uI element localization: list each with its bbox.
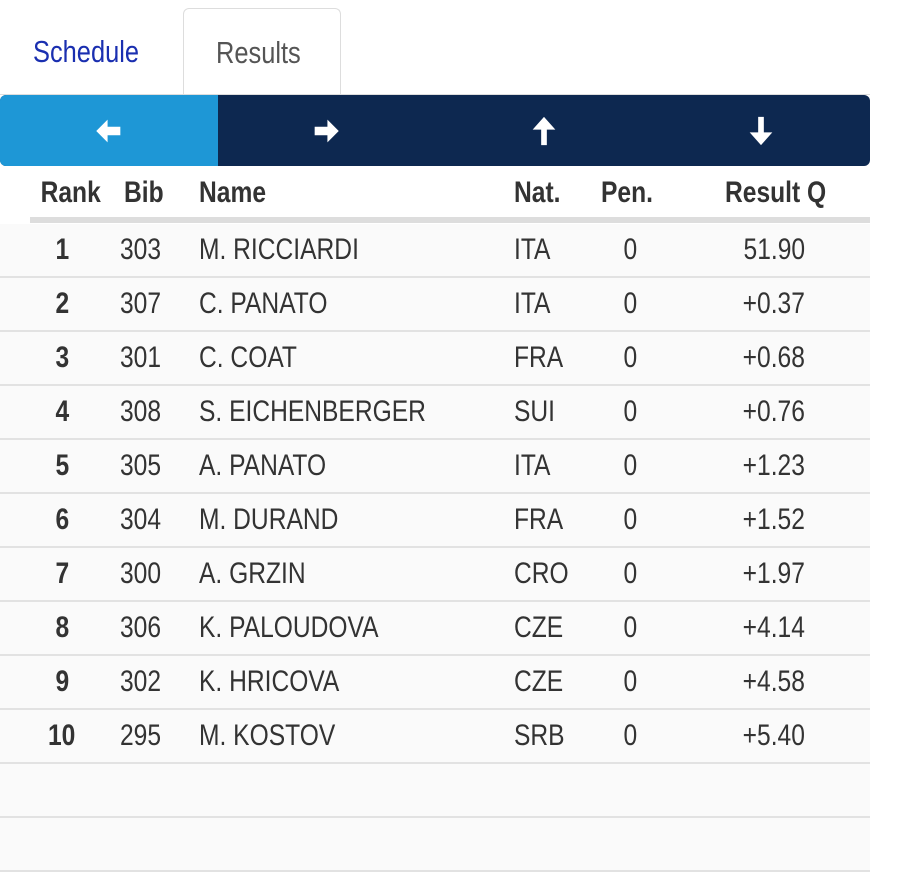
cell-result: +0.76 bbox=[742, 395, 805, 428]
cell-bib: 307 bbox=[120, 287, 162, 320]
table-row: 3 301 C. COAT FRA 0 +0.68 bbox=[0, 332, 870, 386]
cell-result: +0.37 bbox=[742, 287, 805, 320]
cell-rank: 4 bbox=[55, 395, 69, 428]
header-nat[interactable]: Nat. bbox=[514, 176, 561, 209]
cell-rank: 7 bbox=[55, 557, 69, 590]
cell-name: K. HRICOVA bbox=[199, 665, 340, 698]
table-row: 7 300 A. GRZIN CRO 0 +1.97 bbox=[0, 548, 870, 602]
cell-nat: ITA bbox=[514, 233, 551, 266]
cell-bib: 306 bbox=[120, 611, 162, 644]
cell-name: M. RICCIARDI bbox=[199, 233, 359, 266]
header-rule bbox=[30, 217, 870, 223]
cell-pen: 0 bbox=[623, 557, 637, 590]
cell-result: +1.23 bbox=[742, 449, 805, 482]
cell-result: 51.90 bbox=[743, 233, 805, 266]
empty-row bbox=[0, 818, 870, 872]
tab-label: Schedule bbox=[33, 34, 140, 69]
table-row: 10 295 M. KOSTOV SRB 0 +5.40 bbox=[0, 710, 870, 764]
arrow-right-icon bbox=[314, 119, 339, 142]
cell-name: K. PALOUDOVA bbox=[199, 611, 379, 644]
cell-rank: 10 bbox=[48, 719, 76, 752]
cell-nat: CZE bbox=[514, 665, 564, 698]
cell-name: C. PANATO bbox=[199, 287, 328, 320]
cell-bib: 308 bbox=[120, 395, 162, 428]
cell-name: S. EICHENBERGER bbox=[199, 395, 426, 428]
cell-bib: 303 bbox=[120, 233, 162, 266]
scroll-down-button[interactable] bbox=[653, 95, 871, 166]
cell-rank: 1 bbox=[55, 233, 69, 266]
cell-nat: ITA bbox=[514, 449, 551, 482]
cell-nat: CZE bbox=[514, 611, 564, 644]
cell-pen: 0 bbox=[623, 341, 637, 374]
cell-result: +1.52 bbox=[742, 503, 805, 536]
cell-pen: 0 bbox=[623, 719, 637, 752]
cell-bib: 295 bbox=[120, 719, 162, 752]
navigation-bar bbox=[0, 95, 870, 166]
next-button[interactable] bbox=[218, 95, 436, 166]
cell-bib: 305 bbox=[120, 449, 162, 482]
tab-results[interactable]: Results bbox=[183, 8, 341, 95]
cell-rank: 5 bbox=[55, 449, 69, 482]
table-row: 1 303 M. RICCIARDI ITA 0 51.90 bbox=[0, 224, 870, 278]
arrow-left-icon bbox=[96, 119, 121, 142]
table-row: 9 302 K. HRICOVA CZE 0 +4.58 bbox=[0, 656, 870, 710]
cell-bib: 304 bbox=[120, 503, 162, 536]
cell-pen: 0 bbox=[623, 503, 637, 536]
cell-nat: ITA bbox=[514, 287, 551, 320]
cell-name: M. DURAND bbox=[199, 503, 339, 536]
cell-result: +0.68 bbox=[742, 341, 805, 374]
arrow-up-icon bbox=[532, 116, 556, 145]
cell-pen: 0 bbox=[623, 665, 637, 698]
cell-nat: SRB bbox=[514, 719, 565, 752]
cell-nat: CRO bbox=[514, 557, 569, 590]
header-pen[interactable]: Pen. bbox=[601, 176, 653, 209]
cell-rank: 8 bbox=[55, 611, 69, 644]
arrow-down-icon bbox=[749, 116, 773, 145]
tab-label: Results bbox=[216, 35, 301, 70]
cell-result: +1.97 bbox=[742, 557, 805, 590]
header-name[interactable]: Name bbox=[199, 176, 267, 209]
cell-result: +4.58 bbox=[742, 665, 805, 698]
header-result[interactable]: Result Q bbox=[725, 176, 827, 209]
table-row: 8 306 K. PALOUDOVA CZE 0 +4.14 bbox=[0, 602, 870, 656]
cell-result: +4.14 bbox=[742, 611, 805, 644]
empty-row bbox=[0, 764, 870, 818]
tab-schedule[interactable]: Schedule bbox=[0, 8, 184, 95]
cell-name: A. PANATO bbox=[199, 449, 327, 482]
cell-nat: FRA bbox=[514, 503, 564, 536]
cell-name: C. COAT bbox=[199, 341, 297, 374]
cell-pen: 0 bbox=[623, 233, 637, 266]
cell-name: M. KOSTOV bbox=[199, 719, 336, 752]
tab-divider bbox=[0, 94, 870, 95]
previous-button[interactable] bbox=[0, 95, 218, 166]
cell-bib: 300 bbox=[120, 557, 162, 590]
cell-pen: 0 bbox=[623, 449, 637, 482]
cell-pen: 0 bbox=[623, 611, 637, 644]
table-row: 5 305 A. PANATO ITA 0 +1.23 bbox=[0, 440, 870, 494]
table-header: Rank Bib Name Nat. Pen. Result Q bbox=[0, 166, 870, 220]
table-row: 2 307 C. PANATO ITA 0 +0.37 bbox=[0, 278, 870, 332]
cell-rank: 9 bbox=[55, 665, 69, 698]
cell-rank: 3 bbox=[55, 341, 69, 374]
header-rank[interactable]: Rank bbox=[40, 176, 101, 209]
cell-result: +5.40 bbox=[742, 719, 805, 752]
cell-pen: 0 bbox=[623, 287, 637, 320]
cell-bib: 302 bbox=[120, 665, 162, 698]
table-row: 4 308 S. EICHENBERGER SUI 0 +0.76 bbox=[0, 386, 870, 440]
scroll-up-button[interactable] bbox=[435, 95, 653, 166]
cell-rank: 2 bbox=[55, 287, 69, 320]
cell-name: A. GRZIN bbox=[199, 557, 306, 590]
table-row: 6 304 M. DURAND FRA 0 +1.52 bbox=[0, 494, 870, 548]
cell-nat: FRA bbox=[514, 341, 564, 374]
cell-rank: 6 bbox=[55, 503, 69, 536]
header-bib[interactable]: Bib bbox=[124, 176, 164, 209]
cell-bib: 301 bbox=[120, 341, 162, 374]
cell-pen: 0 bbox=[623, 395, 637, 428]
cell-nat: SUI bbox=[514, 395, 556, 428]
